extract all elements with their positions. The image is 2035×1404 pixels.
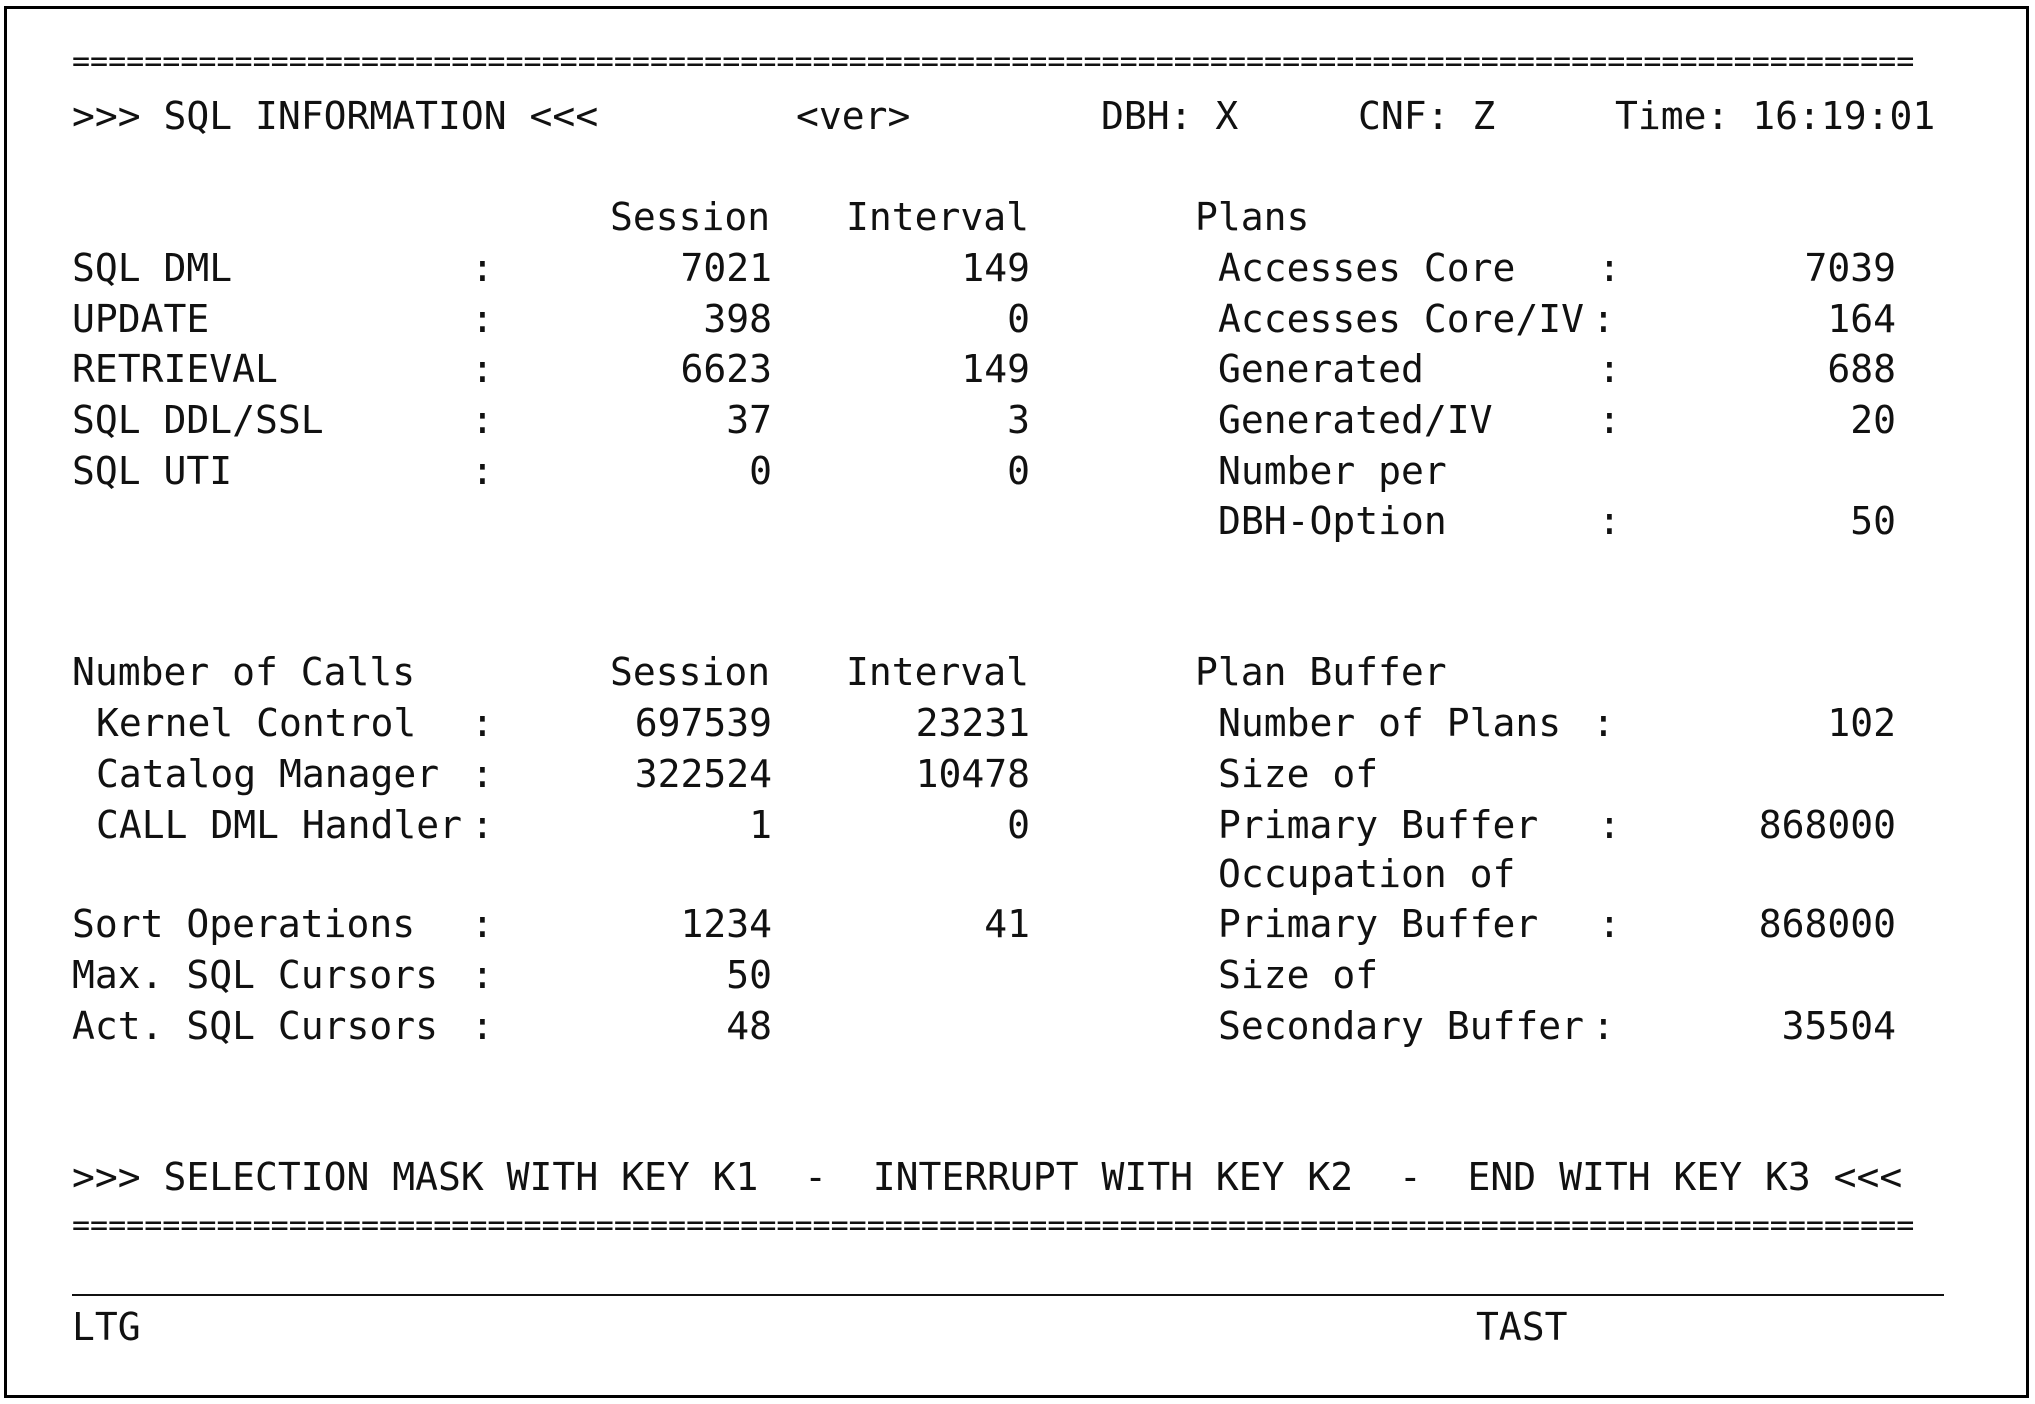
top-border: ========================================… bbox=[72, 50, 1915, 74]
plan-buffer-value: 868000 bbox=[1758, 803, 1896, 847]
session-value: 50 bbox=[726, 953, 772, 997]
row-label: CALL DML Handler bbox=[96, 803, 463, 847]
interval-value: 23231 bbox=[915, 701, 1030, 745]
session-value: 1234 bbox=[680, 902, 772, 946]
row-label: SQL UTI bbox=[72, 449, 233, 493]
interval-value: 10478 bbox=[915, 752, 1030, 796]
row-label: Number of Plans bbox=[1218, 701, 1562, 745]
interval-value: 149 bbox=[961, 246, 1030, 290]
row-label: Generated bbox=[1218, 347, 1424, 391]
bottom-border: ========================================… bbox=[72, 1214, 1915, 1238]
row-separator: : bbox=[1598, 347, 1621, 391]
row-label: Primary Buffer bbox=[1218, 902, 1539, 946]
dbh-indicator: DBH: X bbox=[1101, 94, 1239, 138]
row-separator: : bbox=[1598, 803, 1621, 847]
calls-title: Number of Calls bbox=[72, 650, 416, 694]
calls-session-header: Session bbox=[610, 650, 771, 694]
session-value: 697539 bbox=[634, 701, 772, 745]
row-separator: : bbox=[471, 953, 494, 997]
row-separator: : bbox=[1598, 246, 1621, 290]
row-label: Generated/IV bbox=[1218, 398, 1493, 442]
row-label: Number per bbox=[1218, 449, 1447, 493]
session-value: 37 bbox=[726, 398, 772, 442]
plans-value: 20 bbox=[1850, 398, 1896, 442]
input-line[interactable] bbox=[72, 1294, 1944, 1296]
row-separator: : bbox=[471, 398, 494, 442]
plan-buffer-value: 868000 bbox=[1758, 902, 1896, 946]
row-label: SQL DML bbox=[72, 246, 233, 290]
interval-value: 3 bbox=[1007, 398, 1030, 442]
row-label: DBH-Option bbox=[1218, 499, 1447, 543]
row-separator: : bbox=[471, 701, 494, 745]
plans-title: Plans bbox=[1195, 195, 1310, 239]
row-label: Kernel Control bbox=[96, 701, 417, 745]
interval-value: 0 bbox=[1007, 449, 1030, 493]
row-label: Secondary Buffer bbox=[1218, 1004, 1585, 1048]
tast-label: TAST bbox=[1476, 1305, 1568, 1349]
row-label: RETRIEVAL bbox=[72, 347, 278, 391]
ltg-label: LTG bbox=[72, 1305, 141, 1349]
row-separator: : bbox=[1592, 297, 1615, 341]
cnf-indicator: CNF: Z bbox=[1358, 94, 1496, 138]
row-label: Primary Buffer bbox=[1218, 803, 1539, 847]
row-separator: : bbox=[1598, 398, 1621, 442]
row-separator: : bbox=[1598, 902, 1621, 946]
session-value: 322524 bbox=[634, 752, 772, 796]
sql-session-header: Session bbox=[610, 195, 771, 239]
row-label: Accesses Core/IV bbox=[1218, 297, 1585, 341]
plans-value: 164 bbox=[1827, 297, 1896, 341]
key-instructions: >>> SELECTION MASK WITH KEY K1 - INTERRU… bbox=[72, 1155, 1903, 1199]
version-label: <ver> bbox=[796, 94, 911, 138]
row-separator: : bbox=[471, 347, 494, 391]
row-separator: : bbox=[471, 246, 494, 290]
interval-value: 0 bbox=[1007, 297, 1030, 341]
calls-interval-header: Interval bbox=[846, 650, 1030, 694]
plan-buffer-title: Plan Buffer bbox=[1195, 650, 1447, 694]
row-separator: : bbox=[471, 449, 494, 493]
interval-value: 41 bbox=[984, 902, 1030, 946]
row-separator: : bbox=[1598, 499, 1621, 543]
row-label: Size of bbox=[1218, 752, 1379, 796]
row-label: Max. SQL Cursors bbox=[72, 953, 439, 997]
session-value: 7021 bbox=[680, 246, 772, 290]
time-display: Time: 16:19:01 bbox=[1615, 94, 1936, 138]
terminal-screen bbox=[4, 6, 2029, 1398]
row-label: UPDATE bbox=[72, 297, 210, 341]
plans-value: 50 bbox=[1850, 499, 1896, 543]
interval-value: 149 bbox=[961, 347, 1030, 391]
row-separator: : bbox=[471, 902, 494, 946]
row-separator: : bbox=[471, 1004, 494, 1048]
session-value: 48 bbox=[726, 1004, 772, 1048]
row-separator: : bbox=[471, 297, 494, 341]
row-separator: : bbox=[1592, 1004, 1615, 1048]
row-label: Accesses Core bbox=[1218, 246, 1516, 290]
plans-value: 7039 bbox=[1804, 246, 1896, 290]
row-separator: : bbox=[471, 752, 494, 796]
row-label: Catalog Manager bbox=[96, 752, 440, 796]
row-separator: : bbox=[471, 803, 494, 847]
row-label: Size of bbox=[1218, 953, 1379, 997]
plan-buffer-value: 35504 bbox=[1781, 1004, 1896, 1048]
screen-title: >>> SQL INFORMATION <<< bbox=[72, 94, 599, 138]
row-label: SQL DDL/SSL bbox=[72, 398, 324, 442]
plan-buffer-value: 102 bbox=[1827, 701, 1896, 745]
sql-interval-header: Interval bbox=[846, 195, 1030, 239]
session-value: 6623 bbox=[680, 347, 772, 391]
session-value: 398 bbox=[703, 297, 772, 341]
row-label: Occupation of bbox=[1218, 852, 1516, 896]
row-label: Sort Operations bbox=[72, 902, 416, 946]
row-label: Act. SQL Cursors bbox=[72, 1004, 439, 1048]
session-value: 0 bbox=[749, 449, 772, 493]
session-value: 1 bbox=[749, 803, 772, 847]
interval-value: 0 bbox=[1007, 803, 1030, 847]
row-separator: : bbox=[1592, 701, 1615, 745]
plans-value: 688 bbox=[1827, 347, 1896, 391]
